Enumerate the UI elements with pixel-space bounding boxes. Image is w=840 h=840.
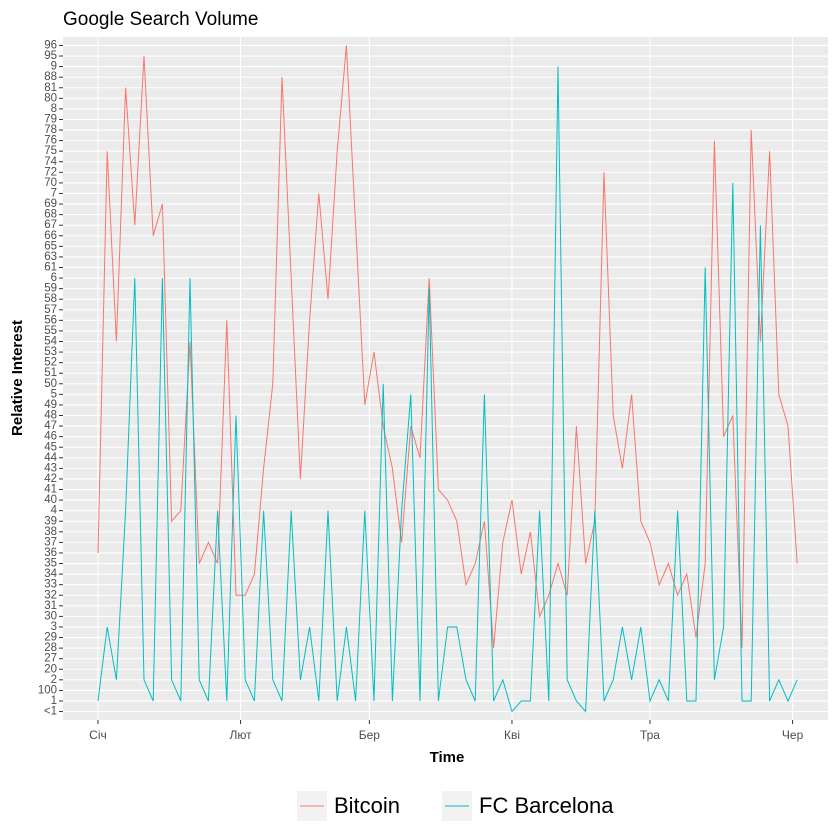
y-tick-label: 80	[44, 92, 57, 104]
x-tick-label: Тра	[640, 728, 660, 742]
x-tick-label: Бер	[359, 728, 381, 742]
y-tick-label: 69	[44, 198, 57, 210]
y-tick-label: 43	[44, 462, 57, 474]
y-tick-label: 5	[51, 388, 57, 400]
y-tick-label: 35	[44, 558, 57, 570]
y-tick-label: 36	[44, 547, 57, 559]
y-tick-label: 59	[44, 283, 57, 295]
y-tick-label: 68	[44, 209, 57, 221]
y-tick-label: 88	[44, 71, 57, 83]
y-tick-label: 46	[44, 431, 57, 443]
y-axis-label: Relative Interest	[9, 320, 26, 436]
chart-title: Google Search Volume	[63, 9, 258, 30]
y-tick-label: 81	[44, 82, 57, 94]
y-tick-label: 45	[44, 441, 57, 453]
y-tick-label: 67	[44, 219, 57, 231]
legend-label: FC Barcelona	[479, 793, 614, 818]
y-tick-label: 1	[51, 695, 57, 707]
y-tick-label: 53	[44, 346, 57, 358]
y-tick-label: 27	[44, 653, 57, 665]
y-tick-label: 20	[44, 663, 57, 675]
y-tick-label: 78	[44, 124, 57, 136]
y-tick-label: 52	[44, 357, 57, 369]
y-tick-label: 33	[44, 579, 57, 591]
y-tick-label: 54	[44, 336, 57, 348]
y-tick-label: 39	[44, 515, 57, 527]
y-tick-label: 8	[51, 103, 57, 115]
y-tick-label: 34	[44, 568, 57, 580]
y-tick-label: 96	[44, 39, 57, 51]
y-tick-label: 61	[44, 262, 57, 274]
y-tick-label: 58	[44, 293, 57, 305]
series-line	[97, 45, 798, 649]
y-tick-label: 49	[44, 399, 57, 411]
y-tick-label: 66	[44, 230, 57, 242]
y-tick-label: 3	[51, 621, 57, 633]
y-tick-label: 74	[44, 156, 57, 168]
series-line	[97, 66, 798, 713]
y-tick-label: 32	[44, 589, 57, 601]
y-tick-label: 48	[44, 410, 57, 422]
x-axis-label: Time	[430, 749, 465, 766]
y-tick-label: 38	[44, 526, 57, 538]
y-tick-label: 30	[44, 610, 57, 622]
y-tick-label: 79	[44, 113, 57, 125]
y-tick-label: 31	[44, 600, 57, 612]
y-tick-label: 57	[44, 304, 57, 316]
y-tick-label: 76	[44, 135, 57, 147]
y-tick-label: <1	[44, 706, 57, 718]
x-tick-label: Кві	[504, 728, 520, 742]
y-tick-label: 42	[44, 473, 57, 485]
y-tick-label: 41	[44, 484, 57, 496]
y-tick-label: 51	[44, 367, 57, 379]
y-tick-label: 9	[51, 61, 57, 73]
y-tick-label: 95	[44, 50, 57, 62]
y-tick-label: 29	[44, 632, 57, 644]
y-tick-label: 56	[44, 314, 57, 326]
y-tick-label: 100	[38, 684, 57, 696]
y-tick-label: 72	[44, 166, 57, 178]
y-tick-label: 2	[51, 674, 57, 686]
y-tick-label: 7	[51, 188, 57, 200]
y-tick-label: 47	[44, 420, 57, 432]
y-tick-label: 65	[44, 240, 57, 252]
x-tick-label: Чер	[782, 728, 804, 742]
y-tick-label: 28	[44, 642, 57, 654]
y-tick-label: 70	[44, 177, 57, 189]
y-tick-label: 75	[44, 145, 57, 157]
y-tick-label: 44	[44, 452, 57, 464]
y-tick-label: 4	[51, 505, 58, 517]
x-tick-label: Лют	[230, 728, 253, 742]
y-tick-label: 50	[44, 378, 57, 390]
y-tick-label: 40	[44, 494, 57, 506]
y-tick-label: 6	[51, 272, 57, 284]
legend-label: Bitcoin	[334, 793, 400, 818]
y-tick-label: 55	[44, 325, 57, 337]
y-tick-label: 37	[44, 536, 57, 548]
y-tick-label: 63	[44, 251, 57, 263]
x-tick-label: Січ	[89, 728, 107, 742]
